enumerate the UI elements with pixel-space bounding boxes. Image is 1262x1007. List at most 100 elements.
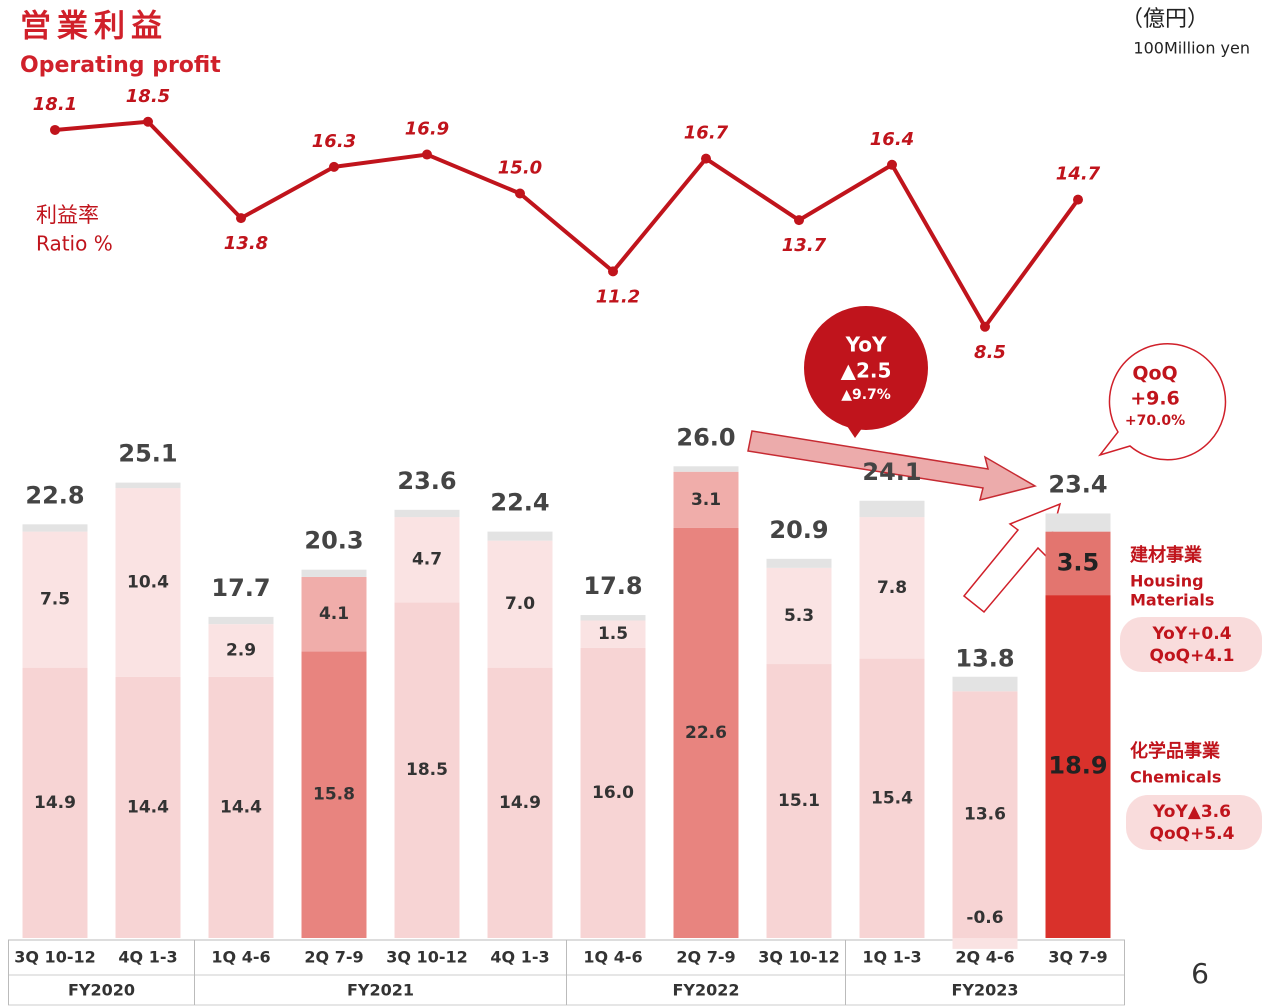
segment-label: 4.1 bbox=[319, 604, 349, 624]
segment-label: 2.9 bbox=[226, 640, 256, 660]
total-label: 20.3 bbox=[304, 527, 363, 555]
housing-note-box bbox=[1120, 617, 1262, 672]
ratio-point bbox=[422, 149, 432, 160]
bar-segment bbox=[115, 488, 181, 677]
qoq-percent: +70.0% bbox=[1125, 413, 1185, 429]
yoy-value: ▲2.5 bbox=[841, 359, 892, 383]
bar-segment bbox=[952, 676, 1018, 692]
segment-label: 14.4 bbox=[220, 797, 262, 817]
ratio-label: 16.3 bbox=[312, 131, 356, 152]
group-label: FY2023 bbox=[951, 981, 1018, 1000]
segment-label: 3.1 bbox=[691, 490, 721, 510]
bar-segment bbox=[952, 691, 1018, 938]
ratio-point bbox=[236, 213, 246, 224]
ratio-point bbox=[608, 266, 618, 277]
bar-segment bbox=[115, 482, 181, 489]
total-label: 22.8 bbox=[25, 481, 84, 509]
bar-segment bbox=[766, 567, 832, 665]
yoy-percent: ▲9.7% bbox=[841, 387, 891, 403]
group-label: FY2020 bbox=[68, 981, 135, 1000]
ratio-label: 16.9 bbox=[405, 119, 449, 140]
legend-note: YoY▲3.6 bbox=[1152, 802, 1231, 822]
segment-label: 7.5 bbox=[40, 590, 70, 610]
ratio-label: 15.0 bbox=[498, 158, 542, 179]
group-label: FY2021 bbox=[347, 981, 414, 1000]
bar-segment bbox=[208, 616, 274, 625]
bar-segment bbox=[673, 466, 739, 472]
line-legend: 利益率 bbox=[36, 203, 99, 227]
chart-subtitle: Operating profit bbox=[20, 53, 221, 78]
qoq-value: +9.6 bbox=[1130, 388, 1180, 410]
bar-segment bbox=[208, 676, 274, 938]
legend-label-en: Chemicals bbox=[1130, 768, 1221, 787]
legend-label-en: Materials bbox=[1130, 591, 1214, 610]
x-tick-label: 2Q 7-9 bbox=[304, 948, 363, 967]
bar-segment bbox=[859, 517, 925, 659]
legend-label: 建材事業 bbox=[1130, 544, 1203, 566]
total-label: 17.8 bbox=[583, 572, 642, 600]
bar-segment bbox=[487, 540, 553, 668]
ratio-point bbox=[50, 124, 60, 135]
bar-segment bbox=[22, 667, 88, 938]
total-label: 13.8 bbox=[955, 645, 1014, 673]
line-legend-en: Ratio % bbox=[36, 232, 113, 256]
bar-segment bbox=[208, 624, 274, 677]
ratio-point bbox=[515, 188, 525, 199]
ratio-point bbox=[701, 153, 711, 164]
total-label: 26.0 bbox=[676, 423, 735, 451]
total-label: 25.1 bbox=[118, 440, 177, 468]
yoy-bubble-tail bbox=[843, 420, 868, 438]
trend-arrow bbox=[747, 430, 1037, 502]
x-tick-label: 3Q 10-12 bbox=[14, 948, 95, 967]
bar-segment bbox=[1045, 531, 1111, 596]
segment-label: 18.5 bbox=[406, 760, 448, 780]
segment-label: 1.5 bbox=[598, 624, 628, 644]
bar-segment bbox=[859, 658, 925, 938]
group-label: FY2022 bbox=[672, 981, 739, 1000]
x-tick-label: 1Q 1-3 bbox=[862, 948, 921, 967]
ratio-label: 18.5 bbox=[126, 86, 170, 107]
bar-segment bbox=[766, 558, 832, 568]
page-number: 6 bbox=[1191, 957, 1209, 990]
segment-label: 14.9 bbox=[34, 793, 76, 813]
bar-segment bbox=[301, 651, 367, 938]
ratio-label: 16.7 bbox=[684, 123, 729, 144]
bar-segment bbox=[766, 664, 832, 938]
total-label: 24.1 bbox=[862, 458, 921, 486]
legend-note: QoQ+5.4 bbox=[1150, 824, 1235, 844]
ratio-point bbox=[887, 159, 897, 170]
ratio-label: 13.7 bbox=[782, 235, 827, 256]
segment-label: 10.4 bbox=[127, 572, 169, 592]
ratio-label: 14.7 bbox=[1056, 164, 1101, 185]
bar-segment bbox=[394, 517, 460, 603]
segment-label: 14.9 bbox=[499, 793, 541, 813]
legend-label: 化学品事業 bbox=[1130, 740, 1221, 762]
total-label: 22.4 bbox=[490, 489, 549, 517]
bar-segment bbox=[673, 527, 739, 938]
legend-label-en: Housing bbox=[1130, 572, 1204, 591]
bar-segment bbox=[580, 647, 646, 938]
chemicals-note-box bbox=[1126, 795, 1262, 850]
bar-segment bbox=[115, 676, 181, 938]
legend-note: YoY+0.4 bbox=[1151, 624, 1231, 644]
yoy-label: YoY bbox=[845, 333, 887, 357]
bar-segment bbox=[580, 620, 646, 648]
bar-segment bbox=[487, 667, 553, 938]
segment-label: 14.4 bbox=[127, 797, 169, 817]
bar-segment bbox=[580, 615, 646, 621]
ratio-point bbox=[1073, 194, 1083, 205]
bar-segment bbox=[394, 602, 460, 938]
segment-label: 16.0 bbox=[592, 783, 634, 803]
ratio-label: 16.4 bbox=[870, 129, 914, 150]
ratio-point bbox=[329, 161, 339, 172]
x-tick-label: 4Q 1-3 bbox=[118, 948, 177, 967]
segment-label: 18.9 bbox=[1048, 752, 1107, 780]
segment-label: 7.8 bbox=[877, 578, 907, 598]
x-tick-label: 4Q 1-3 bbox=[490, 948, 549, 967]
x-tick-label: 2Q 4-6 bbox=[955, 948, 1014, 967]
chart-title: 営業利益 bbox=[20, 9, 168, 45]
segment-label: 7.0 bbox=[505, 594, 535, 614]
ratio-label: 11.2 bbox=[596, 286, 640, 307]
bar-segment bbox=[487, 531, 553, 541]
